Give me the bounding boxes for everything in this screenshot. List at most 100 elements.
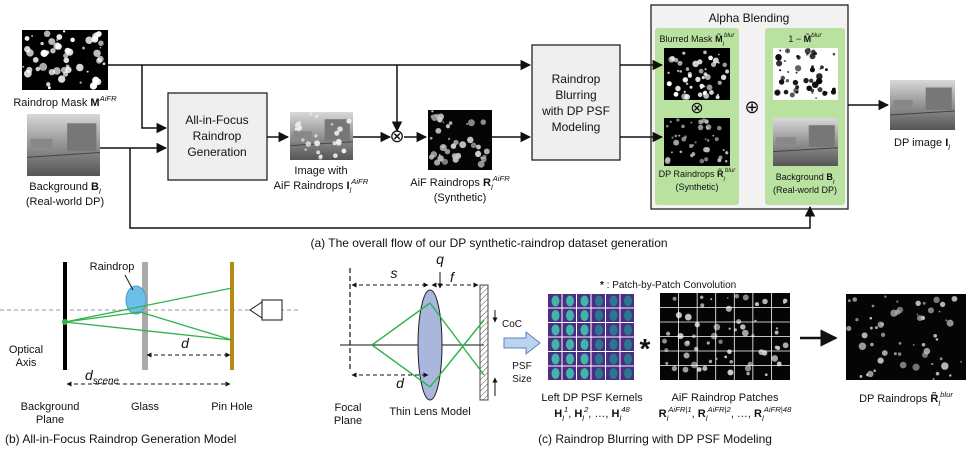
drop (689, 144, 693, 148)
label: Image with (294, 165, 347, 177)
drop (704, 119, 708, 123)
label: q (436, 251, 444, 267)
drop (442, 121, 444, 123)
photo-building (776, 137, 796, 144)
drop (718, 340, 722, 344)
text-part: DP Raindrops (659, 169, 717, 179)
drop (729, 328, 731, 330)
drop (765, 373, 768, 376)
kernel-blob (610, 310, 618, 321)
drop (796, 72, 798, 74)
label: * : Patch-by-Patch Convolution (600, 280, 736, 291)
label: Raindrop (552, 72, 601, 86)
text-part: B (91, 181, 99, 193)
drop (700, 303, 704, 307)
label: Left DP PSF Kernels (541, 392, 643, 404)
drop (63, 30, 65, 32)
drop (721, 75, 726, 80)
text-part: l (762, 414, 764, 423)
figure: Raindrop Mask MAiFRBackground Bl(Real-wo… (0, 0, 979, 451)
drop (703, 51, 707, 55)
drop (685, 314, 692, 321)
drop (795, 85, 799, 89)
text-part: , …, (588, 408, 611, 420)
drop (480, 156, 483, 159)
drop (900, 362, 907, 369)
drop (44, 31, 50, 37)
drop (822, 91, 827, 96)
drop (933, 378, 935, 380)
drop (671, 151, 673, 153)
drop (683, 77, 688, 82)
drop (832, 88, 836, 92)
drop (678, 135, 680, 137)
kernel-blob (610, 354, 618, 365)
drop (707, 139, 710, 142)
text-part: blur (811, 32, 822, 39)
drop (664, 348, 668, 352)
drop (860, 375, 863, 378)
drop (58, 75, 65, 82)
kernel-blob (595, 339, 603, 350)
drop (670, 56, 675, 61)
kernel-blob (552, 296, 560, 307)
label: Pin Hole (211, 401, 253, 413)
label: AiF Raindrops IlAiFR (274, 177, 369, 195)
drop (334, 131, 339, 136)
drop (775, 331, 779, 335)
drop (783, 342, 789, 348)
drop (431, 110, 433, 112)
drop (818, 79, 822, 83)
label: DP image Il (894, 137, 950, 152)
drop (776, 327, 778, 329)
text-part: H (612, 408, 620, 420)
text-part: Blurred Mask (660, 34, 716, 44)
kernel-blob (566, 325, 574, 336)
drop (825, 68, 828, 71)
text-part: Background (776, 172, 827, 182)
kernel-blob (552, 368, 560, 379)
photo-building (809, 125, 835, 147)
drop (695, 77, 700, 82)
drop (98, 40, 103, 45)
text-part: 1 − (788, 34, 803, 44)
drop (855, 318, 858, 321)
text-part: R̃ (930, 392, 938, 405)
drop (56, 34, 62, 40)
kernel-blob (552, 325, 560, 336)
drop (758, 349, 764, 355)
drop (63, 57, 69, 63)
kernel-blob (624, 310, 632, 321)
drop (933, 334, 937, 338)
drop (706, 124, 712, 130)
text-part: blur (724, 32, 735, 39)
drop (666, 332, 670, 336)
kernel-blob (552, 339, 560, 350)
kernel-blob (595, 325, 603, 336)
label: Modeling (552, 120, 601, 134)
drop (884, 295, 886, 297)
drop (692, 61, 699, 68)
drop (665, 158, 671, 164)
drop (708, 56, 713, 61)
drop (912, 364, 919, 371)
label: Axis (16, 357, 37, 369)
drop (694, 347, 698, 351)
drop (882, 350, 888, 356)
drop (784, 90, 789, 95)
drop (33, 57, 39, 63)
text-part: M (90, 97, 99, 109)
drop (665, 362, 668, 365)
psf-arrow (504, 332, 540, 354)
drop (686, 83, 688, 85)
text-part: l (948, 143, 950, 152)
drop (319, 155, 323, 159)
text-part: l (350, 186, 352, 195)
caption: (b) All-in-Focus Raindrop Generation Mod… (5, 432, 236, 446)
drop (22, 66, 24, 68)
drop (703, 91, 707, 95)
drop (39, 63, 47, 71)
drop (811, 92, 813, 94)
drop (939, 311, 941, 313)
drop (676, 118, 679, 121)
